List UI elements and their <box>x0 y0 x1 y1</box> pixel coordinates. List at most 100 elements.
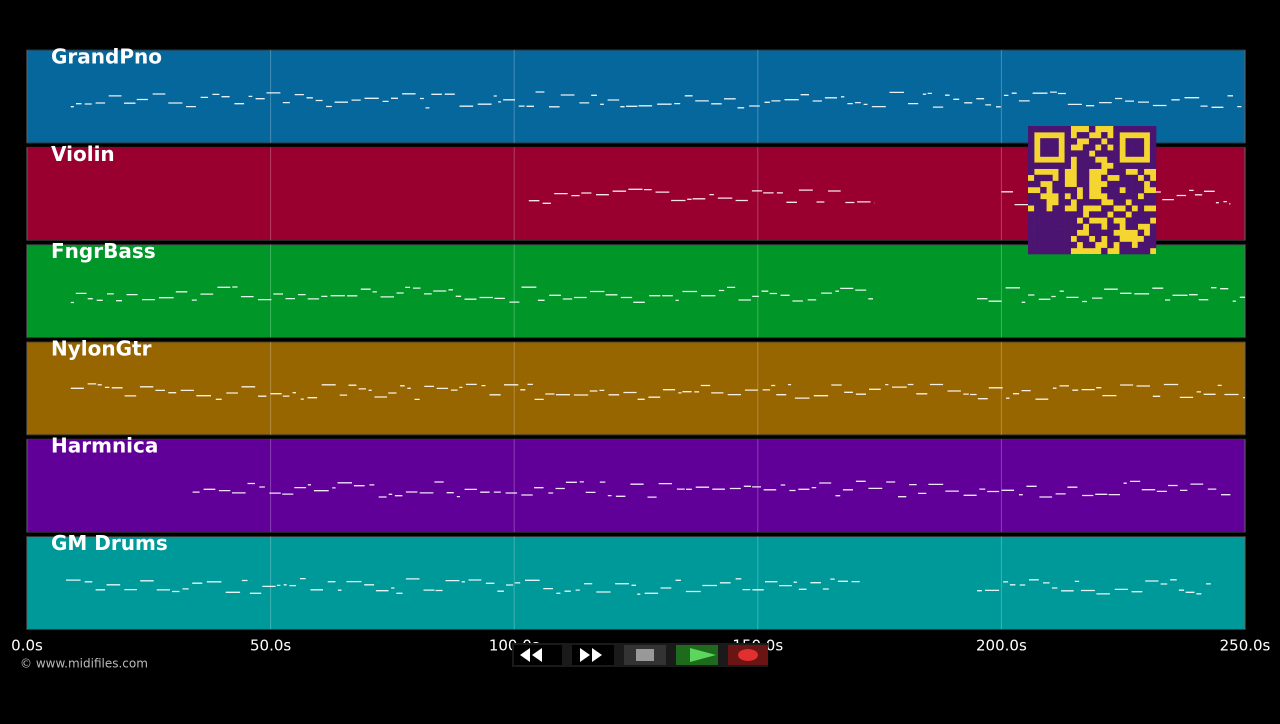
rewind-button[interactable] <box>514 645 562 665</box>
qr-cell <box>1028 223 1035 230</box>
qr-cell <box>1113 211 1120 218</box>
qr-cell <box>1046 138 1053 145</box>
qr-cell <box>1137 199 1145 206</box>
qr-cell <box>1076 156 1084 163</box>
qr-cell <box>1052 217 1059 224</box>
qr-cell <box>1113 144 1120 151</box>
qr-cell <box>1101 229 1108 237</box>
qr-cell <box>1113 235 1120 243</box>
play-button[interactable] <box>676 645 718 665</box>
qr-cell <box>1064 223 1071 230</box>
qr-cell <box>1040 229 1047 237</box>
qr-cell <box>1052 229 1059 237</box>
qr-cell <box>1107 193 1114 200</box>
qr-cell <box>1046 144 1053 151</box>
qr-cell <box>1125 144 1132 151</box>
qr-cell <box>1113 150 1120 157</box>
qr-cell <box>1070 241 1078 249</box>
qr-cell <box>1107 205 1114 212</box>
qr-cell <box>1028 168 1035 176</box>
qr-cell <box>1113 186 1120 194</box>
qr-cell <box>1095 223 1102 230</box>
qr-cell <box>1040 186 1047 194</box>
qr-cell <box>1076 162 1084 169</box>
qr-cell <box>1034 223 1041 230</box>
qr-cell <box>1076 132 1084 139</box>
qr-cell <box>1052 241 1059 249</box>
qr-cell <box>1131 180 1139 188</box>
qr-cell <box>1149 193 1157 200</box>
qr-cell <box>1119 241 1126 249</box>
qr-cell <box>1040 162 1047 169</box>
qr-cell <box>1131 144 1139 151</box>
record-button[interactable] <box>728 645 768 665</box>
stop-button[interactable] <box>624 645 666 665</box>
qr-cell <box>1082 168 1090 176</box>
note-trace <box>528 188 875 204</box>
qr-cell <box>1125 180 1132 188</box>
note-trace <box>977 579 1211 595</box>
qr-cell <box>1107 229 1114 237</box>
qr-cell <box>1082 144 1090 151</box>
qr-cell <box>1082 162 1090 169</box>
qr-cell <box>1088 138 1096 145</box>
qr-cell <box>1082 174 1090 182</box>
note-trace <box>70 286 873 304</box>
qr-cell <box>1040 144 1047 151</box>
qr-cell <box>1046 247 1053 255</box>
qr-cell <box>1064 247 1071 255</box>
qr-cell <box>1028 217 1035 224</box>
qr-cell <box>1052 162 1059 169</box>
track-name: Violin <box>51 142 115 166</box>
qr-cell <box>1137 186 1145 194</box>
qr-cell <box>1046 229 1053 237</box>
qr-cell <box>1040 247 1047 255</box>
qr-cell <box>1095 138 1102 145</box>
qr-cell <box>1070 223 1078 230</box>
qr-cell <box>1125 241 1132 249</box>
qr-cell <box>1058 186 1065 194</box>
qr-cell <box>1028 138 1035 145</box>
qr-cell <box>1064 132 1071 139</box>
note-trace <box>192 480 1231 498</box>
qr-cell <box>1119 174 1126 182</box>
qr-cell <box>1137 247 1145 255</box>
qr-cell <box>1143 193 1151 200</box>
track-lane <box>26 536 1246 630</box>
qr-cell <box>1040 150 1047 157</box>
qr-cell <box>1082 241 1090 249</box>
qr-cell <box>1064 235 1071 243</box>
qr-cell <box>1137 150 1145 157</box>
qr-cell <box>1040 223 1047 230</box>
qr-cell <box>1149 132 1157 139</box>
qr-cell <box>1046 150 1053 157</box>
qr-cell <box>1149 150 1157 157</box>
qr-cell <box>1149 162 1157 169</box>
qr-cell <box>1070 217 1078 224</box>
qr-cell <box>1028 235 1035 243</box>
qr-cell <box>1149 138 1157 145</box>
forward-button[interactable] <box>572 645 614 665</box>
qr-cell <box>1028 211 1035 218</box>
qr-cell <box>1107 223 1114 230</box>
qr-cell <box>1040 138 1047 145</box>
qr-cell <box>1082 132 1090 139</box>
qr-cell <box>1034 193 1041 200</box>
qr-cell <box>1143 241 1151 249</box>
qr-cell <box>1101 174 1108 182</box>
qr-cell <box>1064 229 1071 237</box>
qr-cell <box>1143 199 1151 206</box>
qr-cell <box>1088 126 1096 133</box>
qr-cell <box>1107 180 1114 188</box>
qr-cell <box>1082 199 1090 206</box>
qr-cell <box>1131 126 1139 133</box>
qr-cell <box>1119 193 1126 200</box>
qr-cell <box>1058 174 1065 182</box>
qr-cell <box>1088 211 1096 218</box>
qr-cell <box>1052 211 1059 218</box>
qr-cell <box>1107 150 1114 157</box>
qr-cell <box>1046 241 1053 249</box>
qr-cell <box>1088 156 1096 163</box>
qr-cell <box>1028 199 1035 206</box>
qr-cell <box>1125 223 1132 230</box>
